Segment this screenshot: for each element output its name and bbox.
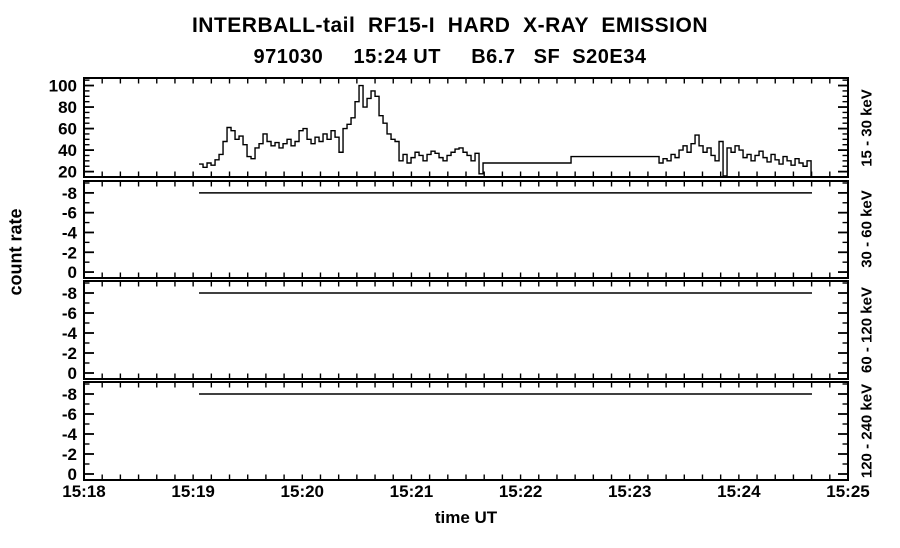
y-tick-label: -6 (62, 304, 77, 323)
x-tick-label: 15:19 (171, 482, 214, 501)
y-tick-label: -4 (62, 425, 78, 444)
x-tick-label: 15:23 (608, 482, 651, 501)
chart-subtitle: 971030 15:24 UT B6.7 SF S20E34 (253, 46, 647, 68)
y-tick-label: -8 (62, 385, 77, 404)
panel-frame (83, 280, 849, 380)
x-tick-label: 15:20 (281, 482, 324, 501)
y-tick-label: 0 (68, 364, 77, 383)
y-tick-label: -2 (62, 344, 77, 363)
x-tick-label: 15:24 (717, 482, 761, 501)
y-tick-label: -6 (62, 204, 77, 223)
chart-title: INTERBALL-tail RF15-I HARD X-RAY EMISSIO… (191, 14, 709, 37)
y-tick-label: -8 (62, 184, 77, 203)
series-step-line (199, 84, 816, 178)
x-axis-label: time UT (434, 508, 498, 527)
panel-frame (83, 381, 849, 481)
x-tick-label: 15:22 (499, 482, 542, 501)
y-tick-label: 60 (58, 120, 77, 139)
y-tick-label: -4 (62, 324, 78, 343)
y-tick-label: 40 (58, 141, 77, 160)
x-tick-label: 15:18 (62, 482, 105, 501)
x-tick-label: 15:25 (826, 482, 869, 501)
y-tick-label: 0 (68, 465, 77, 484)
y-tick-label: -2 (62, 445, 77, 464)
y-tick-label: -8 (62, 284, 77, 303)
y-tick-label: -4 (62, 223, 78, 242)
y-tick-label: 20 (58, 163, 77, 182)
x-tick-label: 15:21 (390, 482, 433, 501)
y-tick-label: -2 (62, 243, 77, 262)
panel-frame (83, 180, 849, 279)
y-tick-label: 100 (49, 77, 77, 96)
y-tick-label: 80 (58, 98, 77, 117)
y-tick-label: -6 (62, 405, 77, 424)
panel-frame (83, 77, 849, 178)
y-tick-label: 0 (68, 263, 77, 282)
